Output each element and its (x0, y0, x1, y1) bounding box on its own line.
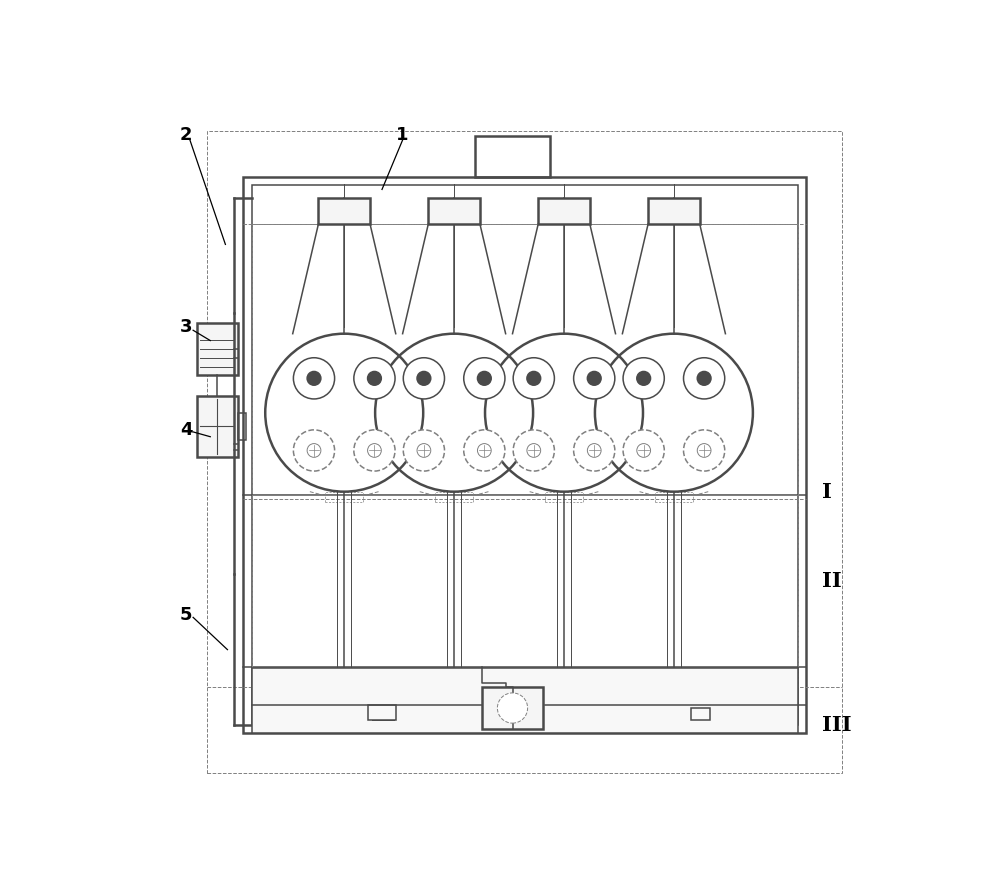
Bar (238, 413, 246, 440)
Bar (648, 198, 700, 224)
Circle shape (368, 443, 381, 458)
Circle shape (497, 693, 528, 723)
Bar (325, 491, 363, 502)
Circle shape (354, 358, 395, 399)
Bar (318, 198, 370, 224)
Bar (435, 491, 473, 502)
Text: I: I (822, 482, 831, 501)
Circle shape (293, 358, 335, 399)
Text: II: II (822, 571, 841, 591)
Text: 2: 2 (180, 126, 193, 144)
Circle shape (587, 371, 601, 385)
Bar (243, 178, 806, 733)
Circle shape (623, 358, 664, 399)
Bar (252, 186, 798, 725)
Circle shape (403, 430, 445, 471)
Circle shape (637, 371, 651, 385)
Circle shape (477, 371, 491, 385)
Circle shape (354, 430, 395, 471)
Bar (197, 395, 238, 458)
Bar (428, 198, 480, 224)
Circle shape (464, 430, 505, 471)
Circle shape (527, 371, 541, 385)
Circle shape (293, 430, 335, 471)
Circle shape (307, 443, 321, 458)
Circle shape (587, 443, 601, 458)
Text: 3: 3 (180, 318, 193, 335)
Circle shape (697, 371, 711, 385)
Circle shape (623, 430, 664, 471)
Text: 4: 4 (180, 421, 193, 439)
Text: 5: 5 (180, 607, 193, 624)
Bar (368, 706, 396, 721)
Bar (252, 224, 798, 495)
Circle shape (417, 371, 431, 385)
Circle shape (684, 358, 725, 399)
Bar (691, 708, 710, 721)
Circle shape (637, 443, 651, 458)
Bar (252, 668, 798, 733)
Bar (545, 491, 583, 502)
Circle shape (417, 443, 431, 458)
Text: 1: 1 (396, 126, 409, 144)
Circle shape (307, 371, 321, 385)
Bar (482, 688, 543, 729)
Bar (252, 495, 798, 688)
Circle shape (464, 358, 505, 399)
Bar (197, 324, 238, 375)
Circle shape (574, 430, 615, 471)
Bar (538, 198, 590, 224)
Circle shape (513, 430, 554, 471)
Circle shape (527, 443, 541, 458)
Circle shape (368, 371, 381, 385)
Circle shape (574, 358, 615, 399)
Circle shape (477, 443, 491, 458)
Circle shape (684, 430, 725, 471)
Circle shape (697, 443, 711, 458)
Circle shape (403, 358, 445, 399)
Text: III: III (822, 715, 851, 735)
Circle shape (513, 358, 554, 399)
Bar (475, 136, 550, 178)
Bar (655, 491, 693, 502)
